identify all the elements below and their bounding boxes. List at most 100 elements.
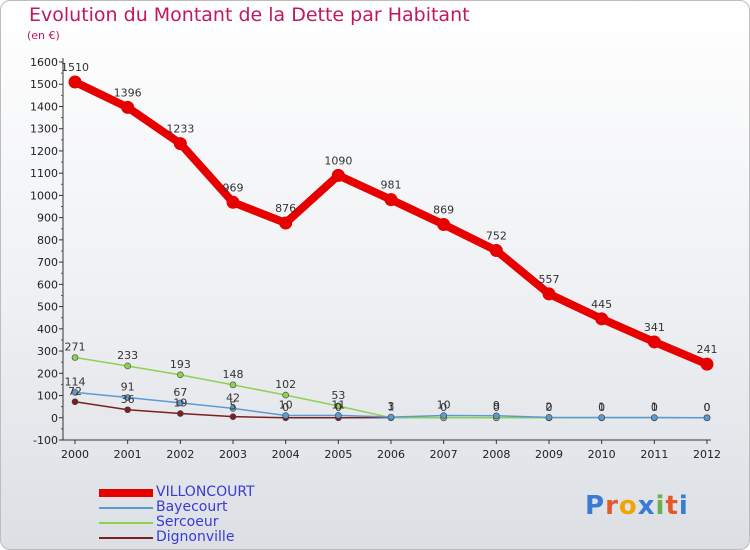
data-label: 10 bbox=[437, 399, 451, 412]
data-point bbox=[124, 406, 131, 414]
data-label: 557 bbox=[539, 273, 560, 286]
logo-letter: t bbox=[665, 491, 679, 521]
logo-letter: x bbox=[637, 491, 656, 521]
series-layer bbox=[68, 75, 714, 422]
data-point bbox=[124, 362, 131, 370]
data-label: 876 bbox=[275, 202, 296, 215]
x-tick-label: 2003 bbox=[219, 448, 247, 461]
data-point bbox=[226, 195, 240, 209]
data-label: 148 bbox=[223, 368, 244, 381]
data-label: 1090 bbox=[324, 154, 352, 167]
data-label: 0 bbox=[651, 401, 658, 414]
data-point bbox=[387, 413, 395, 421]
data-point bbox=[282, 391, 289, 399]
data-point bbox=[282, 412, 289, 419]
data-label: 2 bbox=[546, 400, 553, 413]
data-label: 53 bbox=[331, 389, 345, 402]
data-point bbox=[229, 413, 237, 420]
data-label: 341 bbox=[644, 321, 665, 334]
data-point bbox=[437, 218, 451, 232]
data-label: 67 bbox=[173, 386, 187, 399]
legend bbox=[99, 489, 153, 539]
legend-label-dignonville: Dignonville bbox=[156, 529, 235, 545]
data-point bbox=[493, 412, 500, 420]
data-point bbox=[71, 398, 79, 406]
data-point bbox=[703, 414, 711, 422]
y-tick-label: -100 bbox=[33, 434, 58, 447]
data-label: 1233 bbox=[166, 123, 194, 136]
data-label: 9 bbox=[493, 399, 500, 412]
data-label: 0 bbox=[704, 401, 711, 414]
data-point bbox=[229, 405, 237, 412]
data-label: 0 bbox=[546, 401, 553, 414]
data-point bbox=[68, 75, 82, 89]
x-tick-label: 2010 bbox=[588, 448, 616, 461]
y-tick-label: 1200 bbox=[30, 145, 58, 158]
data-point bbox=[177, 371, 184, 379]
data-point bbox=[545, 414, 553, 421]
data-point bbox=[598, 414, 605, 421]
data-label: 102 bbox=[275, 378, 296, 391]
y-tick-label: 700 bbox=[37, 256, 58, 269]
x-tick-label: 2006 bbox=[377, 448, 405, 461]
y-tick-label: 100 bbox=[37, 390, 58, 403]
data-point bbox=[124, 394, 131, 401]
data-label: 233 bbox=[117, 349, 138, 362]
data-point bbox=[489, 244, 503, 258]
data-point bbox=[335, 412, 342, 419]
data-label: 91 bbox=[121, 381, 135, 394]
data-point bbox=[121, 100, 135, 114]
logo-letter: r bbox=[605, 491, 619, 521]
data-label: 1 bbox=[598, 401, 605, 414]
data-label: 0 bbox=[598, 401, 605, 414]
y-tick-label: 1500 bbox=[30, 78, 58, 91]
y-tick-label: 0 bbox=[51, 412, 58, 425]
data-point bbox=[229, 381, 237, 389]
y-tick-label: 900 bbox=[37, 212, 58, 225]
data-label: 241 bbox=[697, 343, 718, 356]
data-label: 969 bbox=[223, 181, 244, 194]
legend-label-sercoeur: Sercoeur bbox=[156, 514, 219, 530]
x-tick-label: 2002 bbox=[166, 448, 194, 461]
data-point bbox=[700, 357, 714, 371]
y-tick-label: 1300 bbox=[30, 123, 58, 136]
y-tick-label: 1100 bbox=[30, 167, 58, 180]
y-tick-label: 300 bbox=[37, 345, 58, 358]
data-label: 869 bbox=[433, 204, 454, 217]
logo-letter: P bbox=[585, 491, 606, 521]
data-label: 445 bbox=[591, 298, 612, 311]
data-label: 19 bbox=[173, 397, 187, 410]
data-label: 1396 bbox=[114, 86, 142, 99]
data-point bbox=[384, 193, 398, 207]
x-tick-label: 2004 bbox=[272, 448, 300, 461]
data-label: 981 bbox=[381, 179, 402, 192]
data-label: 752 bbox=[486, 230, 507, 243]
data-point bbox=[595, 312, 609, 326]
x-tick-label: 2008 bbox=[482, 448, 510, 461]
data-label: 10 bbox=[279, 399, 293, 412]
data-label: 1 bbox=[388, 401, 395, 414]
data-point bbox=[335, 402, 342, 410]
data-point bbox=[542, 287, 556, 301]
data-label: 0 bbox=[493, 401, 500, 414]
x-tick-label: 2012 bbox=[693, 448, 721, 461]
logo-letter: o bbox=[618, 491, 638, 521]
logo-letter: i bbox=[678, 491, 689, 521]
y-tick-label: 1000 bbox=[30, 189, 58, 202]
chart-subtitle: (en €) bbox=[27, 29, 60, 42]
data-point bbox=[177, 399, 184, 407]
x-tick-label: 2011 bbox=[640, 448, 668, 461]
data-point bbox=[279, 216, 293, 230]
data-label: 271 bbox=[65, 341, 86, 354]
x-tick-label: 2007 bbox=[430, 448, 458, 461]
data-label: 5 bbox=[230, 400, 237, 413]
data-point bbox=[71, 389, 79, 396]
data-label: 11 bbox=[331, 398, 345, 411]
data-label: 0 bbox=[335, 401, 342, 414]
data-label: 72 bbox=[68, 385, 82, 398]
y-tick-label: 400 bbox=[37, 323, 58, 336]
data-point bbox=[440, 412, 447, 419]
data-label: 1 bbox=[651, 401, 658, 414]
chart-title: Evolution du Montant de la Dette par Hab… bbox=[29, 4, 470, 26]
